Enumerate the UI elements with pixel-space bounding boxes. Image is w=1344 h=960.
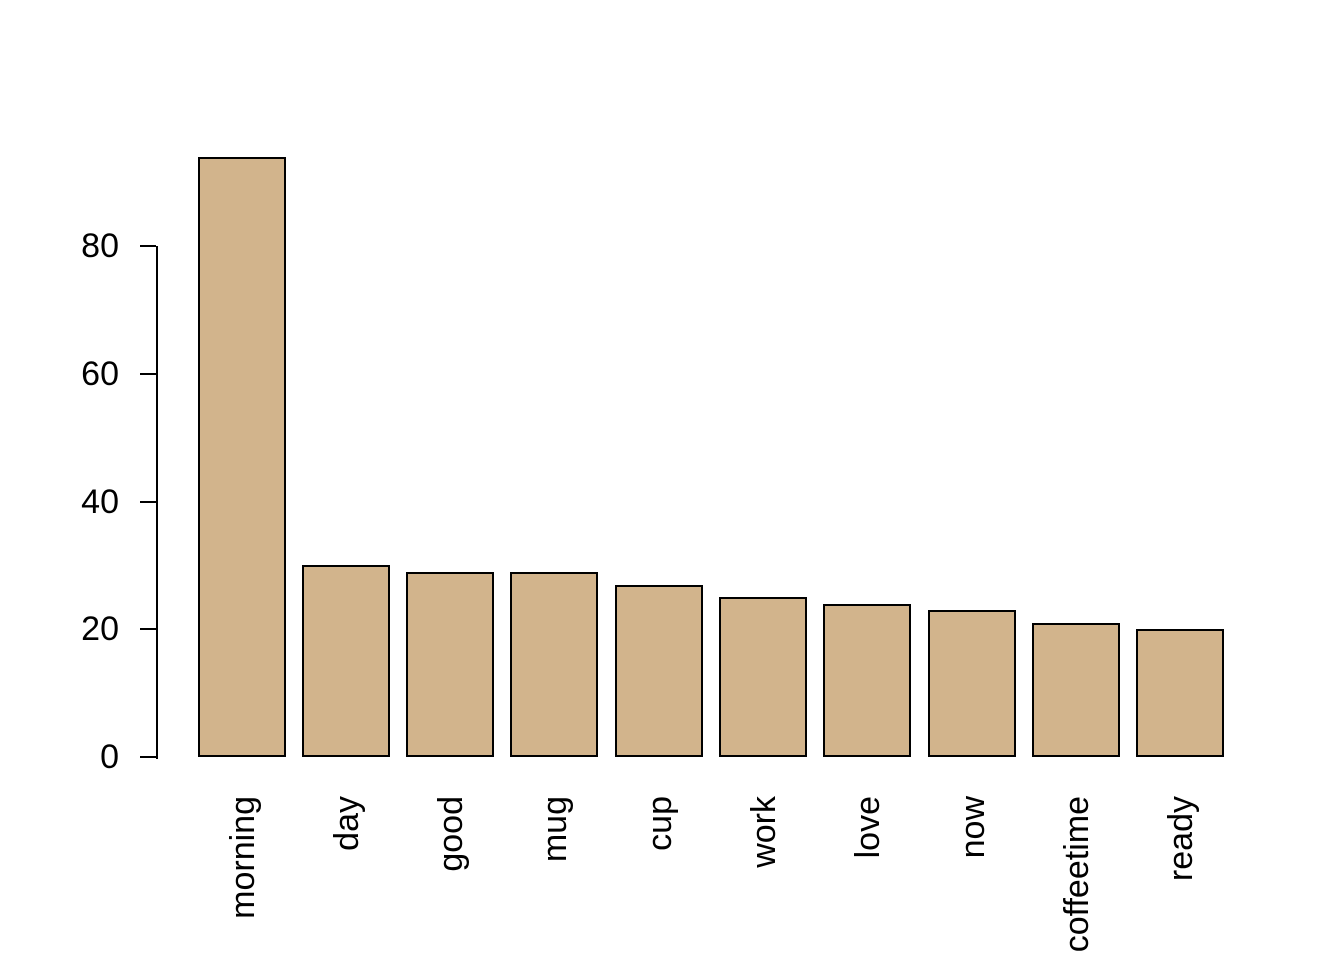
y-tick-label: 60 [81, 355, 119, 393]
bar-mug [510, 572, 598, 757]
x-category-label-work: work [745, 796, 783, 868]
bar-coffeetime [1032, 623, 1120, 757]
y-tick [140, 628, 156, 630]
y-tick-label: 0 [100, 738, 119, 776]
x-category-label-good: good [432, 796, 470, 872]
x-category-label-coffeetime: coffeetime [1058, 796, 1096, 953]
y-tick-label: 20 [81, 610, 119, 648]
y-tick [140, 373, 156, 375]
x-category-label-morning: morning [224, 796, 262, 919]
bar-cup [615, 585, 703, 757]
bar-morning [198, 157, 286, 757]
y-tick-label: 80 [81, 227, 119, 265]
bar-now [928, 610, 1016, 757]
y-axis-line [156, 246, 158, 759]
x-category-label-now: now [954, 796, 992, 859]
y-tick [140, 501, 156, 503]
x-category-label-mug: mug [536, 796, 574, 863]
y-tick [140, 245, 156, 247]
bar-day [302, 565, 390, 757]
bar-work [719, 597, 807, 757]
bar-ready [1136, 629, 1224, 757]
y-tick [140, 756, 156, 758]
y-tick-label: 40 [81, 483, 119, 521]
x-category-label-cup: cup [641, 796, 679, 851]
x-category-label-ready: ready [1162, 796, 1200, 882]
bar-love [823, 604, 911, 757]
x-category-label-day: day [328, 796, 366, 851]
x-category-label-love: love [849, 796, 887, 859]
bar-good [406, 572, 494, 757]
